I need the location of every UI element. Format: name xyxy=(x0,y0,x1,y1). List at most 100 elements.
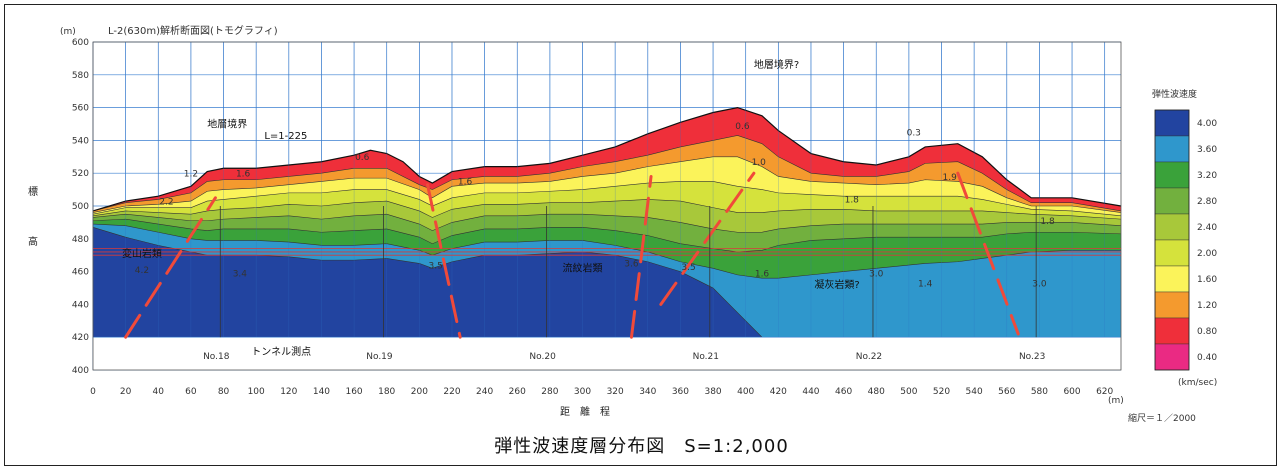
y-axis-label-1: 標 xyxy=(28,185,38,198)
legend-swatch xyxy=(1154,135,1190,163)
velocity-contour xyxy=(92,181,1122,217)
station-label: No.18 xyxy=(203,352,230,362)
y-axis-label-2: 高 xyxy=(28,235,38,248)
x-tick-label: 200 xyxy=(411,387,428,397)
figure-title: 弾性波速度層分布図 S=1:2,000 xyxy=(494,436,789,457)
velocity-label: 0.6 xyxy=(735,122,750,132)
y-tick-label: 520 xyxy=(72,169,89,179)
velocity-label: 1.0 xyxy=(752,158,767,168)
velocity-label: 0.6 xyxy=(355,153,370,163)
x-tick-label: 60 xyxy=(185,387,197,397)
y-tick-label: 460 xyxy=(72,268,89,278)
y-unit: (m) xyxy=(60,27,76,37)
velocity-band-4.00 xyxy=(93,227,763,338)
x-tick-label: 40 xyxy=(153,387,165,397)
x-tick-label: 600 xyxy=(1063,387,1080,397)
rock-type-label: 流紋岩類 xyxy=(563,262,603,275)
legend-swatch xyxy=(1154,343,1190,371)
y-tick-label: 600 xyxy=(72,38,89,48)
y-tick-label: 480 xyxy=(72,235,89,245)
velocity-band-0.8 xyxy=(93,107,1121,211)
legend-swatch xyxy=(1154,317,1190,345)
fault-line xyxy=(124,196,217,339)
x-tick-label: 20 xyxy=(120,387,132,397)
velocity-label: 3.4 xyxy=(233,270,248,280)
figure-frame xyxy=(4,4,1277,466)
velocity-label: 3.6 xyxy=(624,260,639,270)
fault-line xyxy=(659,171,756,306)
station-label: No.23 xyxy=(1019,352,1045,362)
x-tick-label: 580 xyxy=(1031,387,1048,397)
x-tick-label: 460 xyxy=(835,387,852,397)
legend-value: 1.60 xyxy=(1197,275,1217,285)
legend-swatch xyxy=(1154,109,1190,137)
legend-swatch xyxy=(1154,291,1190,319)
velocity-label: 1.9 xyxy=(943,173,958,183)
x-tick-label: 300 xyxy=(574,387,591,397)
x-tick-label: 380 xyxy=(704,387,721,397)
x-tick-label: 120 xyxy=(280,387,297,397)
x-tick-label: 280 xyxy=(541,387,558,397)
legend-swatch xyxy=(1154,187,1190,215)
station-label: No.19 xyxy=(366,352,393,362)
rock-type-label: 凝灰岩類? xyxy=(814,278,859,291)
legend-title: 弾性波速度 xyxy=(1152,88,1197,100)
x-tick-label: 320 xyxy=(607,387,624,397)
x-tick-label: 340 xyxy=(639,387,656,397)
legend-value: 2.80 xyxy=(1197,197,1217,207)
velocity-contour xyxy=(92,156,1122,213)
velocity-label: 1.6 xyxy=(236,169,251,179)
y-tick-label: 580 xyxy=(72,71,89,81)
x-tick-label: 220 xyxy=(443,387,460,397)
velocity-contour xyxy=(92,199,1122,220)
x-tick-label: 360 xyxy=(672,387,689,397)
x-tick-label: 440 xyxy=(802,387,819,397)
annotation-label: L=1-225 xyxy=(264,131,307,142)
annotation-label: 地層境界? xyxy=(754,58,799,71)
legend-swatch xyxy=(1154,239,1190,267)
legend-swatch xyxy=(1154,213,1190,241)
y-tick-label: 420 xyxy=(72,333,89,343)
y-tick-label: 440 xyxy=(72,300,89,310)
x-tick-label: 240 xyxy=(476,387,493,397)
legend-swatch xyxy=(1154,161,1190,189)
fault-line xyxy=(629,174,653,339)
velocity-label: 4.2 xyxy=(135,266,149,276)
legend-value: 4.00 xyxy=(1197,119,1217,129)
x-tick-label: 400 xyxy=(737,387,754,397)
velocity-section-chart: L-2(630m)解析断面図(トモグラフィ) (m) (m) 距 離 程 標 高… xyxy=(28,24,1217,424)
x-tick-label: 540 xyxy=(966,387,983,397)
ground-surface-line xyxy=(92,106,1122,212)
velocity-label: 1.6 xyxy=(755,270,770,280)
velocity-label: 1.6 xyxy=(458,178,473,188)
annotation-label: トンネル測点 xyxy=(251,345,311,358)
x-tick-label: 140 xyxy=(313,387,330,397)
velocity-label: 1.2 xyxy=(184,169,198,179)
velocity-contour xyxy=(92,213,1122,233)
velocity-label: 1.4 xyxy=(918,279,933,289)
grid-overlay xyxy=(92,42,1105,370)
x-tick-label: 80 xyxy=(218,387,230,397)
velocity-contour xyxy=(92,135,1122,212)
legend-swatch xyxy=(1154,265,1190,293)
below-section-mask xyxy=(93,337,1121,370)
velocity-label: 3.0 xyxy=(1032,279,1047,289)
x-tick-label: 560 xyxy=(998,387,1015,397)
rock-type-label: 変山岩類 xyxy=(122,247,162,260)
legend-value: 3.20 xyxy=(1197,171,1217,181)
x-tick-label: 100 xyxy=(248,387,265,397)
velocity-label: 3.5 xyxy=(681,263,695,273)
legend-value: 1.20 xyxy=(1197,301,1217,311)
x-tick-label: 520 xyxy=(933,387,950,397)
fault-line xyxy=(426,183,462,339)
annotation-label: 地層境界 xyxy=(207,117,247,130)
legend-value: 2.40 xyxy=(1197,223,1217,233)
velocity-contour xyxy=(92,218,1122,253)
legend-value: 0.80 xyxy=(1197,327,1217,337)
legend-value: 2.00 xyxy=(1197,249,1217,259)
y-tick-label: 400 xyxy=(72,366,89,376)
x-tick-label: 180 xyxy=(378,387,395,397)
scale-note: 縮尺＝１／2000 xyxy=(1128,412,1196,424)
velocity-label: 2.2 xyxy=(159,197,173,207)
x-tick-label: 260 xyxy=(509,387,526,397)
